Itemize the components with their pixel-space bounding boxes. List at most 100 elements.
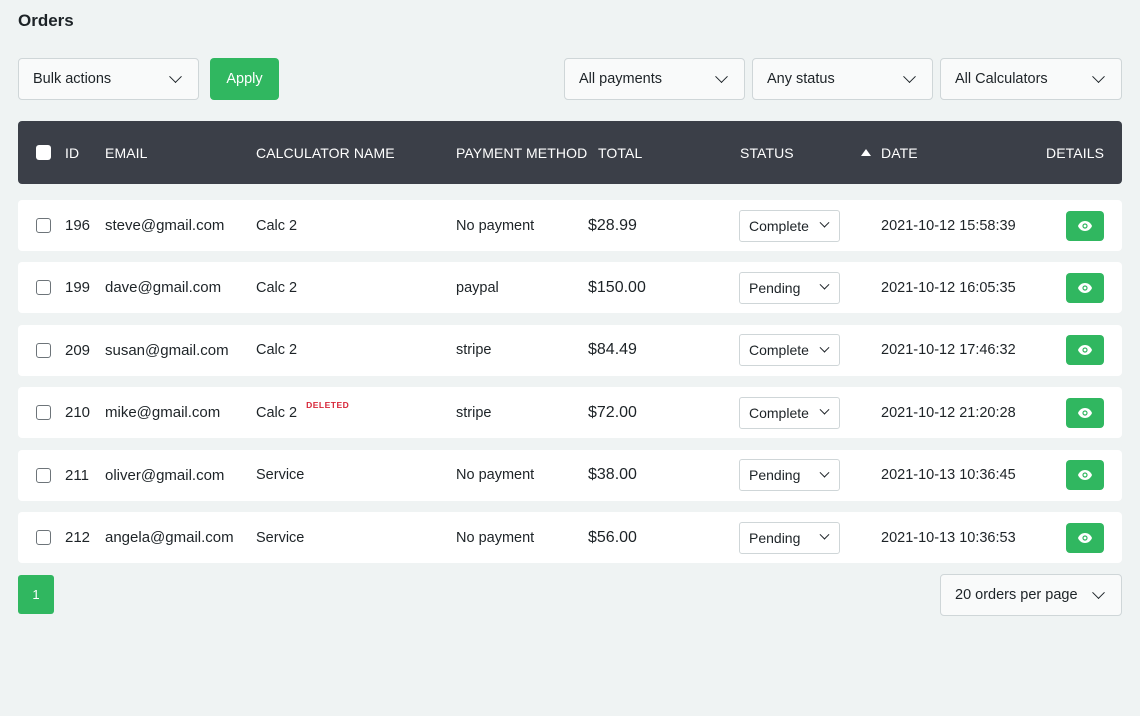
details-button[interactable] <box>1066 200 1104 251</box>
payments-filter-label: All payments <box>579 71 663 87</box>
order-total: $72.00 <box>588 403 637 421</box>
order-total: $150.00 <box>588 278 646 296</box>
eye-icon <box>1078 470 1092 481</box>
order-calculator: Calc 2 <box>256 325 306 376</box>
order-id: 212 <box>65 529 91 546</box>
order-id: 209 <box>65 341 91 359</box>
per-page-select[interactable]: 20 orders per page <box>940 574 1122 616</box>
order-status-select[interactable]: Pending <box>739 512 840 563</box>
chevron-down-icon <box>169 69 182 83</box>
order-payment-method: paypal <box>456 279 499 296</box>
order-date: 2021-10-12 16:05:35 <box>881 279 1016 296</box>
row-checkbox[interactable] <box>36 387 51 438</box>
order-status-value: Complete <box>749 217 809 234</box>
eye-icon <box>1078 532 1092 543</box>
chevron-down-icon <box>819 529 830 540</box>
order-id: 211 <box>65 466 89 484</box>
order-total: $28.99 <box>588 216 637 234</box>
details-button[interactable] <box>1066 325 1104 376</box>
row-checkbox[interactable] <box>36 200 51 251</box>
order-email: oliver@gmail.com <box>105 466 225 484</box>
order-date: 2021-10-13 10:36:53 <box>881 529 1016 546</box>
details-button[interactable] <box>1066 512 1104 563</box>
order-status-value: Pending <box>749 467 801 484</box>
order-status-value: Pending <box>749 279 801 296</box>
eye-icon <box>1078 220 1092 231</box>
column-payment-method[interactable]: PAYMENT METHOD <box>456 144 588 161</box>
page-title: Orders <box>18 11 74 30</box>
order-email: steve@gmail.com <box>105 217 225 234</box>
order-id: 210 <box>65 404 91 422</box>
order-id: 196 <box>65 217 91 234</box>
column-date-label: DATE <box>881 144 918 161</box>
eye-icon <box>1078 282 1092 293</box>
status-filter-label: Any status <box>767 71 835 87</box>
apply-button[interactable]: Apply <box>210 58 279 100</box>
order-calculator: Calc 2 DELETED <box>256 387 349 438</box>
chevron-down-icon <box>819 404 830 415</box>
column-details: DETAILS <box>1046 144 1105 161</box>
order-status-select[interactable]: Complete <box>739 325 840 376</box>
order-payment-method: stripe <box>456 404 492 421</box>
column-status[interactable]: STATUS <box>740 144 794 161</box>
order-status-select[interactable]: Complete <box>739 387 840 438</box>
calculator-name: Calc 2 <box>256 342 298 359</box>
order-status-value: Complete <box>749 342 809 359</box>
status-filter-select[interactable]: Any status <box>752 58 933 100</box>
column-id[interactable]: ID <box>65 144 80 161</box>
order-status-select[interactable]: Pending <box>739 450 840 501</box>
order-calculator: Service <box>256 450 313 501</box>
order-total: $38.00 <box>588 466 637 484</box>
calculator-name: Service <box>256 529 305 546</box>
calculator-name: Calc 2 <box>256 279 298 296</box>
order-payment-method: No payment <box>456 467 535 484</box>
select-all-checkbox[interactable] <box>36 121 51 184</box>
calculators-filter-label: All Calculators <box>955 71 1048 87</box>
order-status-value: Complete <box>749 404 809 421</box>
details-button[interactable] <box>1066 450 1104 501</box>
row-checkbox[interactable] <box>36 325 51 376</box>
bulk-actions-select[interactable]: Bulk actions <box>18 58 199 100</box>
chevron-down-icon <box>819 342 830 353</box>
calculator-name: Calc 2 <box>256 404 298 421</box>
page-1-button[interactable]: 1 <box>18 575 54 614</box>
table-header: ID EMAIL CALCULATOR NAME PAYMENT METHOD … <box>18 121 1122 184</box>
row-checkbox[interactable] <box>36 512 51 563</box>
column-email[interactable]: EMAIL <box>105 144 148 161</box>
table-row: 211 oliver@gmail.com Service No payment … <box>18 449 1122 501</box>
column-date[interactable]: DATE <box>861 121 918 184</box>
order-email: susan@gmail.com <box>105 341 229 359</box>
sort-ascending-icon <box>861 149 871 156</box>
chevron-down-icon <box>819 217 830 228</box>
chevron-down-icon <box>903 69 916 83</box>
eye-icon <box>1078 407 1092 418</box>
column-calculator-name[interactable]: CALCULATOR NAME <box>256 144 395 161</box>
order-date: 2021-10-12 17:46:32 <box>881 342 1016 359</box>
order-date: 2021-10-12 15:58:39 <box>881 217 1016 234</box>
order-calculator: Service <box>256 512 313 563</box>
order-total: $56.00 <box>588 528 637 546</box>
calculator-name: Service <box>256 467 305 484</box>
row-checkbox[interactable] <box>36 262 51 313</box>
calculators-filter-select[interactable]: All Calculators <box>940 58 1122 100</box>
payments-filter-select[interactable]: All payments <box>564 58 745 100</box>
order-payment-method: No payment <box>456 529 535 546</box>
details-button[interactable] <box>1066 262 1104 313</box>
bulk-actions-label: Bulk actions <box>33 71 112 87</box>
order-payment-method: No payment <box>456 217 535 234</box>
details-button[interactable] <box>1066 387 1104 438</box>
order-status-value: Pending <box>749 529 801 546</box>
table-row: 196 steve@gmail.com Calc 2 No payment $2… <box>18 200 1122 251</box>
order-status-select[interactable]: Complete <box>739 200 840 251</box>
column-total[interactable]: TOTAL <box>598 144 643 161</box>
order-status-select[interactable]: Pending <box>739 262 840 313</box>
order-id: 199 <box>65 279 91 297</box>
order-total: $84.49 <box>588 341 637 359</box>
chevron-down-icon <box>1092 69 1105 83</box>
order-calculator: Calc 2 <box>256 262 306 313</box>
order-calculator: Calc 2 <box>256 200 306 251</box>
row-checkbox[interactable] <box>36 450 51 501</box>
order-email: mike@gmail.com <box>105 404 221 422</box>
table-row: 199 dave@gmail.com Calc 2 paypal $150.00… <box>18 262 1122 314</box>
